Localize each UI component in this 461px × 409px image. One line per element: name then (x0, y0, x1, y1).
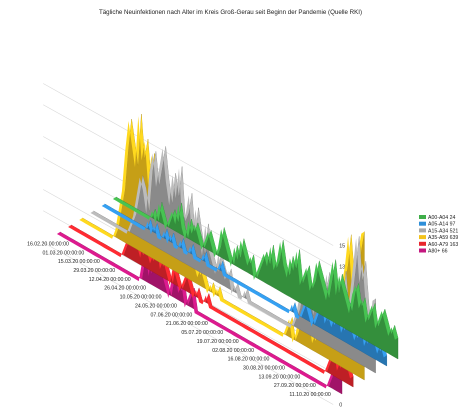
z-gridline (43, 104, 334, 267)
legend-swatch (419, 228, 426, 233)
x-date-label: 27.09.20 00:00:00 (274, 383, 316, 389)
x-axis-date-labels: 16.02.20 00:00:00 01.03.20 00:00:00 15.03.… (27, 241, 331, 398)
series-top (56, 232, 343, 389)
x-date-label: 11.10.20 00:00:00 (289, 392, 331, 398)
series-top (101, 204, 387, 358)
x-date-label: 26.04.20 00:00:00 (104, 286, 146, 292)
x-date-label: 19.07.20 00:00:00 (197, 339, 239, 345)
series-layer (56, 114, 399, 395)
z-tick-label: 15 (339, 244, 345, 250)
x-date-label: 16.08.20 00:00:00 (228, 357, 270, 363)
x-date-label: 01.03.20 00:00:00 (42, 250, 84, 256)
x-date-label: 21.06.20 00:00:00 (166, 321, 208, 327)
z-gridline (43, 242, 334, 405)
x-date-label: 15.03.20 00:00:00 (58, 259, 100, 265)
z-tick-label: 0 (339, 403, 342, 409)
x-date-label: 30.08.20 00:00:00 (243, 365, 285, 371)
legend-swatch (419, 248, 426, 253)
legend-label: A60-A79 163 (428, 242, 458, 248)
legend-label: A35-A59 639 (428, 235, 458, 241)
legend-swatch (419, 241, 426, 246)
legend-label: A05-A14 97 (428, 222, 456, 228)
series-ribbon (112, 196, 399, 360)
x-date-label: 24.05.20 00:00:00 (135, 303, 177, 309)
series-top (112, 197, 399, 340)
legend-label: A80+ 66 (428, 249, 448, 255)
chart-title: Tägliche Neuinfektionen nach Alter im Kr… (98, 9, 363, 16)
x-date-label: 05.07.20 00:00:00 (181, 330, 223, 336)
series-ribbon (101, 203, 387, 367)
legend-label: A15-A34 521 (428, 228, 458, 234)
x-date-label: 07.06.20 00:00:00 (150, 312, 192, 318)
x-date-label: 13.09.20 00:00:00 (258, 374, 300, 380)
z-tick-label: 13 (339, 265, 345, 271)
x-date-label: 29.03.20 00:00:00 (73, 268, 115, 274)
x-date-label: 12.04.20 00:00:00 (89, 277, 131, 283)
legend-label: A00-A04 24 (428, 215, 456, 221)
x-date-label: 02.08.20 00:00:00 (212, 348, 254, 354)
x-date-label: 16.02.20 00:00:00 (27, 241, 69, 247)
legend-swatch (419, 235, 426, 240)
z-gridline (43, 83, 334, 246)
legend-swatch (419, 221, 426, 226)
x-date-label: 10.05.20 00:00:00 (120, 295, 162, 301)
legend-swatch (419, 215, 426, 219)
